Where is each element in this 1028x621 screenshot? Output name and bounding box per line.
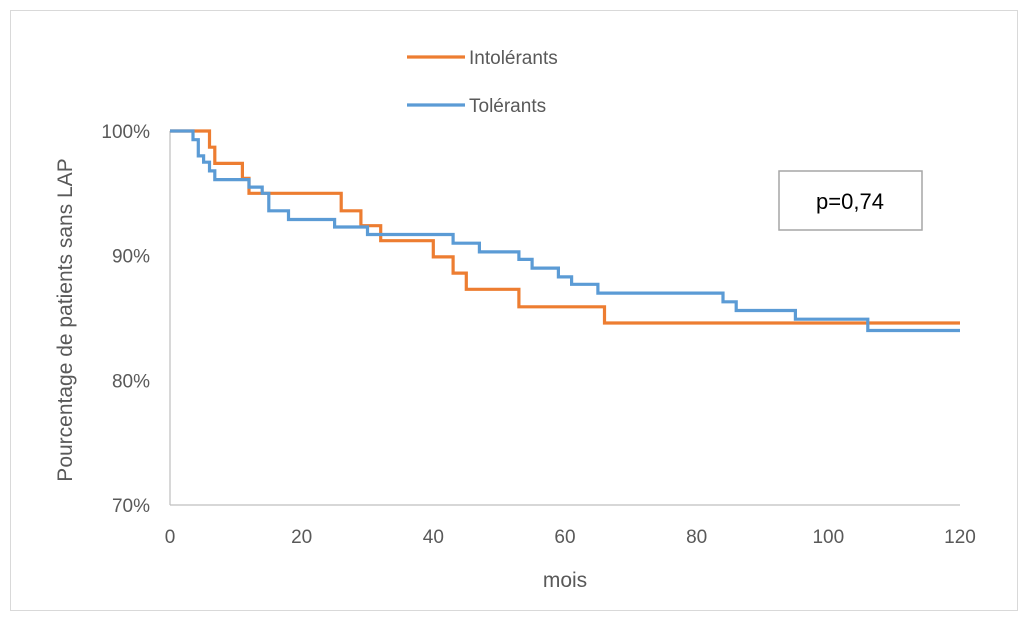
y-axis-title: Pourcentage de patients sans LAP xyxy=(54,158,77,481)
legend-label: Intolérants xyxy=(469,48,558,69)
x-tick-label: 80 xyxy=(686,527,707,548)
tick-labels: 0 20 40 60 80 100 120 70% 80% 90% 100% xyxy=(101,122,975,548)
series-line-tolerants xyxy=(170,129,960,333)
x-tick-label: 100 xyxy=(812,527,844,548)
axes xyxy=(169,131,960,506)
p-value-box-border xyxy=(778,170,923,231)
x-axis-title: mois xyxy=(543,569,587,592)
y-tick-label: 80% xyxy=(112,371,150,392)
p-value-box: p=0,74 xyxy=(778,170,923,231)
p-value-text: p=0,74 xyxy=(816,189,884,214)
y-tick-label: 90% xyxy=(112,247,150,268)
legend: Intolérants Tolérants xyxy=(407,48,558,117)
series-line-intolerants xyxy=(170,129,960,325)
legend-label: Tolérants xyxy=(469,96,546,117)
x-tick-label: 60 xyxy=(554,527,575,548)
x-tick-label: 40 xyxy=(423,527,444,548)
y-tick-label: 100% xyxy=(101,122,150,143)
x-tick-label: 20 xyxy=(291,527,312,548)
x-tick-label: 120 xyxy=(944,527,976,548)
y-tick-label: 70% xyxy=(112,496,150,517)
x-tick-label: 0 xyxy=(165,527,176,548)
chart-frame xyxy=(10,10,1018,611)
series-lines xyxy=(170,129,960,333)
